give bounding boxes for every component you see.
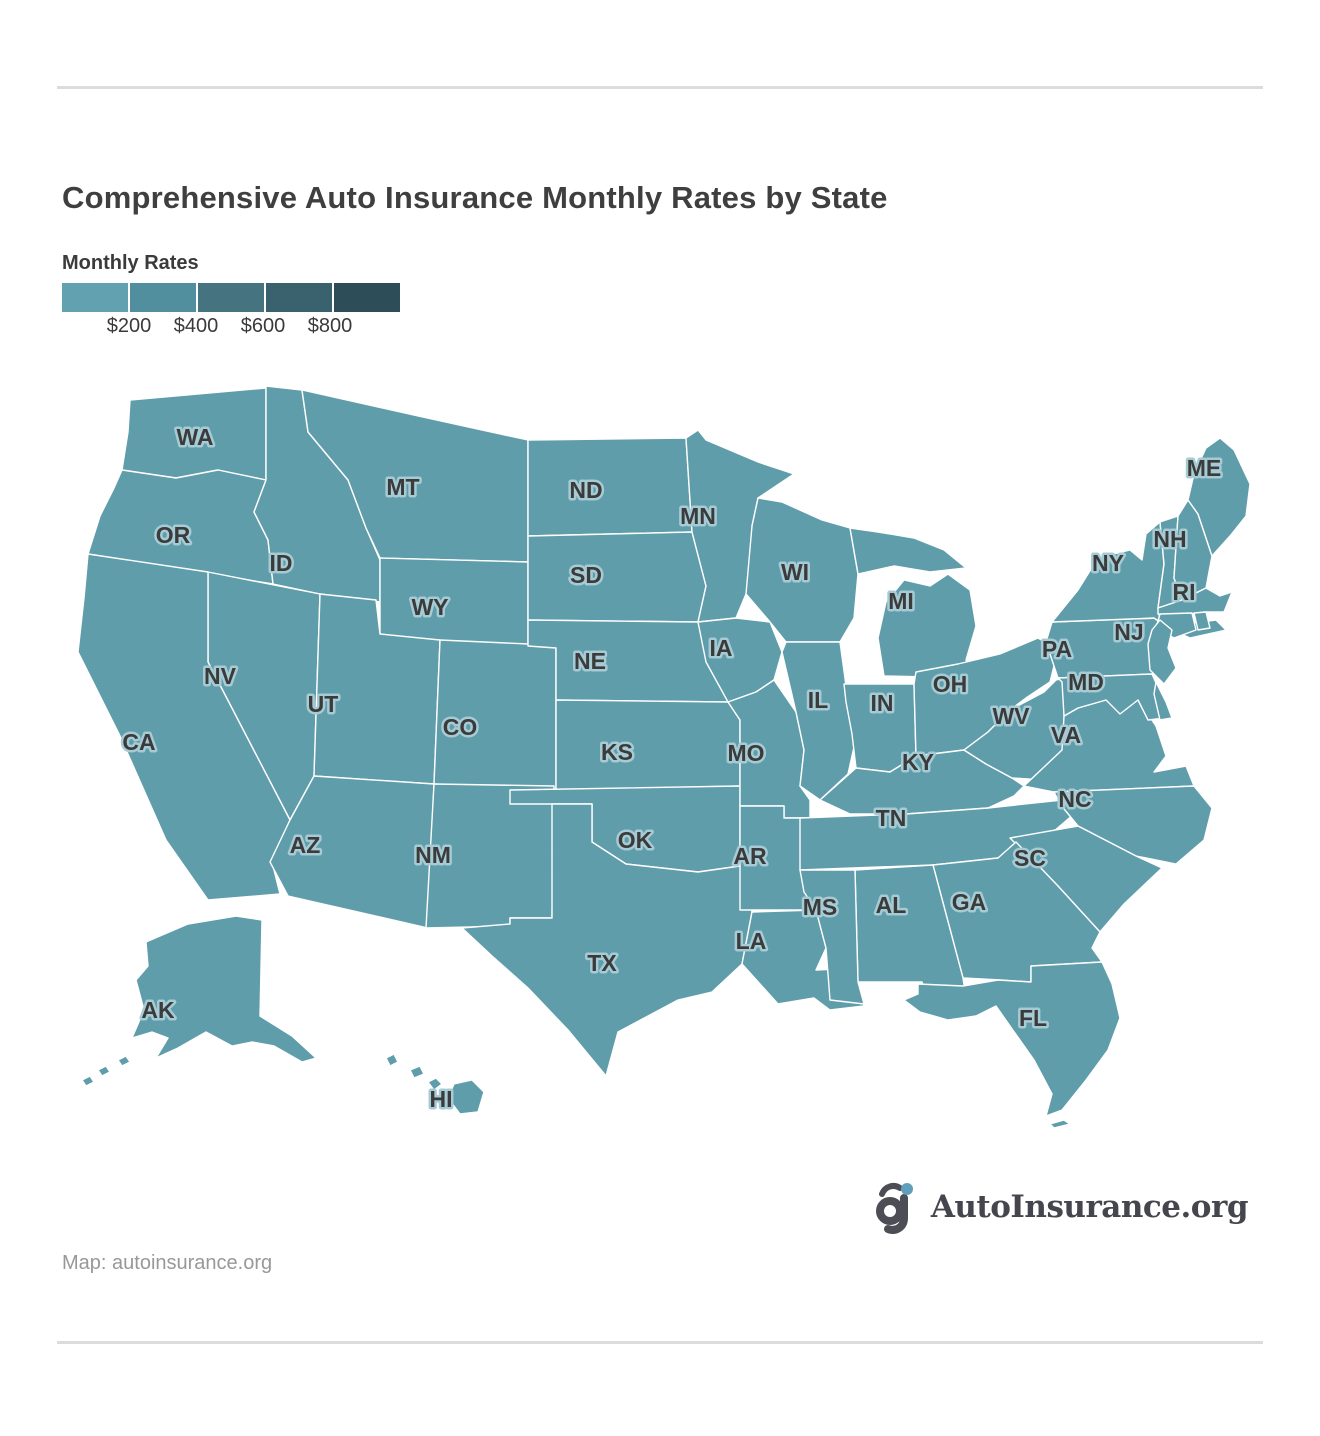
state-HI-3 (427, 1077, 443, 1091)
legend-tick-600: $600 (240, 315, 286, 337)
state-label-MS: MS (803, 894, 838, 920)
state-AK-i1 (117, 1055, 131, 1067)
legend-tick-200: $200 (106, 315, 152, 337)
state-label-AL: AL (876, 892, 907, 918)
state-label-ME: ME (1187, 455, 1222, 481)
autoinsurance-logo: AutoInsurance.org (873, 1180, 1249, 1234)
top-divider (57, 86, 1263, 89)
state-label-SC: SC (1014, 845, 1046, 871)
state-label-IN: IN (871, 690, 894, 716)
state-ND (527, 437, 693, 537)
state-label-UT: UT (308, 691, 339, 717)
state-HI-1 (385, 1053, 399, 1067)
state-label-WA: WA (176, 424, 213, 450)
state-label-NC: NC (1058, 786, 1091, 812)
state-FL-keys (1049, 1119, 1071, 1129)
state-CA (77, 553, 291, 901)
state-label-ID: ID (270, 550, 293, 576)
state-NE (527, 619, 729, 703)
state-label-VA: VA (1051, 722, 1081, 748)
legend-swatch-2 (130, 283, 196, 312)
legend-ticks: $200 $400 $600 $800 (62, 315, 462, 339)
state-label-MT: MT (386, 474, 419, 500)
state-label-OH: OH (933, 671, 968, 697)
state-label-CO: CO (443, 714, 478, 740)
state-label-NE: NE (574, 648, 606, 674)
state-WY (379, 557, 529, 649)
state-label-MI: MI (888, 588, 914, 614)
legend-tick-400: $400 (173, 315, 219, 337)
state-AK-i2 (97, 1065, 111, 1077)
legend-swatch-4 (266, 283, 332, 312)
state-KS (555, 699, 741, 791)
state-label-TX: TX (587, 950, 617, 976)
state-label-MN: MN (680, 503, 716, 529)
state-label-LA: LA (736, 928, 767, 954)
state-label-IL: IL (808, 687, 828, 713)
state-label-OR: OR (156, 522, 191, 548)
state-label-MD: MD (1068, 669, 1104, 695)
state-GA (932, 841, 1103, 983)
state-FL (903, 961, 1121, 1117)
autoinsurance-logo-icon (875, 1183, 913, 1234)
us-choropleth-map: WA OR ID MT WY NV CA UT CO AZ NM ND SD NE KS OK TX MN IA MO… (58, 372, 1262, 1142)
map-attribution: Map: autoinsurance.org (62, 1252, 273, 1274)
state-TX (461, 803, 753, 1077)
state-NC (1053, 785, 1213, 865)
state-label-KS: KS (601, 739, 633, 765)
legend-swatch-5 (334, 283, 400, 312)
state-label-SD: SD (570, 562, 602, 588)
state-label-CA: CA (122, 729, 155, 755)
page-title: Comprehensive Auto Insurance Monthly Rat… (62, 179, 888, 215)
state-HI (447, 1079, 485, 1115)
state-label-IA: IA (710, 635, 733, 661)
us-map-svg: WA OR ID MT WY NV CA UT CO AZ NM ND SD NE KS OK TX MN IA MO… (77, 385, 1251, 1129)
state-label-OK: OK (618, 827, 653, 853)
state-label-NH: NH (1153, 526, 1186, 552)
state-label-ND: ND (569, 477, 602, 503)
state-label-WV: WV (992, 703, 1030, 729)
state-label-AK: AK (141, 997, 175, 1023)
state-label-NV: NV (204, 663, 237, 689)
autoinsurance-logo-text: AutoInsurance.org (930, 1189, 1249, 1225)
state-label-AZ: AZ (290, 832, 321, 858)
state-label-WY: WY (411, 594, 448, 620)
legend-swatch-3 (198, 283, 264, 312)
legend-title: Monthly Rates (62, 252, 199, 274)
state-DE (1153, 681, 1173, 721)
bottom-divider (57, 1341, 1263, 1344)
state-label-FL: FL (1019, 1005, 1047, 1031)
state-RI (1193, 611, 1211, 631)
legend-tick-800: $800 (307, 315, 353, 337)
state-label-AR: AR (733, 843, 767, 869)
state-AK-i3 (81, 1075, 95, 1087)
state-label-NM: NM (415, 842, 451, 868)
state-label-PA: PA (1042, 636, 1072, 662)
state-label-GA: GA (952, 889, 987, 915)
state-AK (131, 915, 317, 1063)
legend: Monthly Rates $200 $400 $600 $800 (62, 252, 462, 337)
state-label-HI: HI (430, 1086, 453, 1112)
state-WI (745, 497, 859, 643)
state-label-RI: RI (1173, 579, 1196, 605)
state-label-NY: NY (1092, 550, 1124, 576)
state-label-WI: WI (781, 559, 809, 585)
state-label-KY: KY (902, 749, 934, 775)
state-MS (799, 869, 865, 1005)
state-HI-2 (409, 1065, 425, 1079)
state-SD (527, 531, 707, 623)
legend-swatches (62, 283, 400, 312)
state-ME (1187, 437, 1251, 557)
state-MI-UP (849, 527, 967, 575)
state-label-NJ: NJ (1114, 619, 1143, 645)
state-label-MO: MO (727, 740, 764, 766)
legend-swatch-1 (62, 283, 128, 312)
state-NJ (1147, 619, 1177, 685)
state-label-TN: TN (876, 805, 907, 831)
